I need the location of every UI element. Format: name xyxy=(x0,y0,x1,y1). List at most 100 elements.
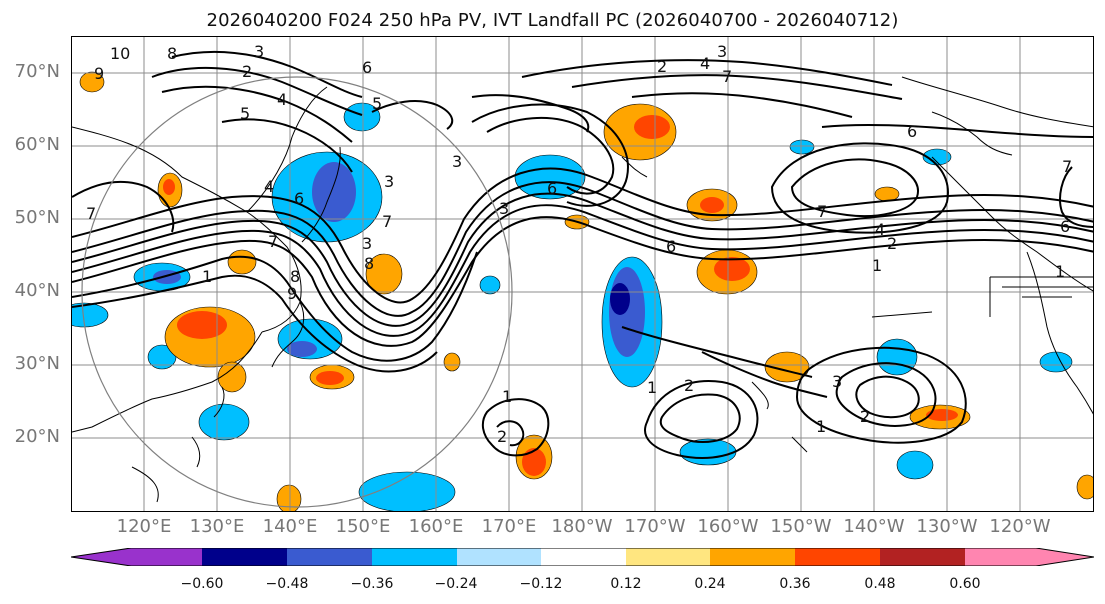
contour-label: 1 xyxy=(1055,262,1065,281)
reference-circle xyxy=(81,76,513,508)
contour-label: 7 xyxy=(722,67,732,86)
contour-label: 7 xyxy=(1062,157,1072,176)
contour-label: 8 xyxy=(364,254,374,273)
colorbar-segment xyxy=(541,548,626,566)
lon-label-150w: 150°W xyxy=(770,516,832,537)
shade-blob xyxy=(479,275,501,295)
lon-label-160e: 160°E xyxy=(408,516,464,537)
shade-blob xyxy=(287,341,317,357)
contour-label: 7 xyxy=(382,212,392,231)
contour-label: 2 xyxy=(860,407,870,426)
shade-blob xyxy=(610,283,630,315)
shade-blob xyxy=(443,352,461,372)
contour-label: 7 xyxy=(268,232,278,251)
contour-label: 5 xyxy=(240,104,250,123)
contour-label: 4 xyxy=(264,177,274,196)
contour-label: 6 xyxy=(362,58,372,77)
colorbar-segment xyxy=(372,548,457,566)
contour-label: 5 xyxy=(372,94,382,113)
lat-label-20n: 20°N xyxy=(14,426,60,447)
shade-blob xyxy=(876,338,918,376)
lat-label-30n: 30°N xyxy=(14,353,60,374)
contour-label: 1 xyxy=(502,387,512,406)
contour-label: 1 xyxy=(872,256,882,275)
lon-label-170e: 170°E xyxy=(481,516,537,537)
contour-label-group: 10 9 8 3 2 5 4 5 6 3 4 3 7 6 3 2 4 3 7 6… xyxy=(86,42,1072,446)
colorbar-tick: −0.48 xyxy=(265,576,309,592)
contour-label: 3 xyxy=(717,42,727,61)
contour-label: 1 xyxy=(816,417,826,436)
lon-label-140w: 140°W xyxy=(843,516,905,537)
lon-label-150e: 150°E xyxy=(335,516,391,537)
contour-label: 6 xyxy=(907,122,917,141)
lon-label-130w: 130°W xyxy=(916,516,978,537)
shade-blob xyxy=(79,71,105,93)
shading-blue xyxy=(72,102,1073,511)
shade-blob xyxy=(1039,351,1073,373)
colorbar-segment xyxy=(287,548,372,566)
contour-label: 4 xyxy=(875,220,885,239)
lat-label-50n: 50°N xyxy=(14,207,60,228)
lon-label-130e: 130°E xyxy=(189,516,245,537)
shade-blob xyxy=(634,115,670,139)
contour-label: 2 xyxy=(684,376,694,395)
colorbar-tick: 0.48 xyxy=(864,576,896,592)
colorbar-tick: 0.36 xyxy=(779,576,811,592)
shade-blob xyxy=(312,162,356,222)
contour-label: 7 xyxy=(817,202,827,221)
colorbar-tick: −0.24 xyxy=(434,576,478,592)
contour-label: 2 xyxy=(497,427,507,446)
lat-label-60n: 60°N xyxy=(14,134,60,155)
contour-label: 3 xyxy=(832,372,842,391)
contour-label: 4 xyxy=(277,90,287,109)
colorbar-segment xyxy=(795,548,880,566)
contour-label: 7 xyxy=(86,204,96,223)
colorbar-tick: 0.24 xyxy=(694,576,726,592)
shade-blob xyxy=(365,253,403,295)
lon-label-160w: 160°W xyxy=(697,516,759,537)
colorbar-segment xyxy=(457,548,541,566)
contour-label: 3 xyxy=(384,172,394,191)
lon-label-180w: 180°W xyxy=(551,516,613,537)
colorbar-segment xyxy=(880,548,965,566)
colorbar-tick: 0.12 xyxy=(610,576,642,592)
contour-label: 8 xyxy=(167,44,177,63)
contour-label: 8 xyxy=(290,267,300,286)
shade-blob xyxy=(276,484,302,511)
shade-blob xyxy=(163,179,175,195)
contour-label: 4 xyxy=(700,54,710,73)
shading-navy xyxy=(610,283,630,315)
contour-label: 1 xyxy=(202,267,212,286)
contour-label: 2 xyxy=(657,57,667,76)
shade-blob xyxy=(217,361,247,393)
shade-blob xyxy=(198,403,250,441)
contour-label: 3 xyxy=(254,42,264,61)
shade-blob xyxy=(358,471,456,511)
shade-blob xyxy=(896,450,934,480)
colorbar-segment xyxy=(71,548,202,566)
colorbar-tick: 0.60 xyxy=(949,576,981,592)
lat-label-40n: 40°N xyxy=(14,280,60,301)
lon-label-120w: 120°W xyxy=(989,516,1051,537)
shade-blob xyxy=(177,311,227,339)
contour-label: 10 xyxy=(110,44,130,63)
contour-label: 6 xyxy=(666,237,676,256)
contour-label: 1 xyxy=(647,378,657,397)
colorbar-tick: −0.12 xyxy=(519,576,563,592)
colorbar-tick: −0.60 xyxy=(180,576,224,592)
shade-blob xyxy=(789,139,815,155)
contour-label: 3 xyxy=(499,199,509,218)
contour-label: 6 xyxy=(294,189,304,208)
pv-contours xyxy=(72,50,1093,459)
contour-label: 2 xyxy=(860,407,870,426)
map-panel: 10 9 8 3 2 5 4 5 6 3 4 3 7 6 3 2 4 3 7 6… xyxy=(71,36,1094,512)
shade-blob xyxy=(316,371,344,385)
shade-blob xyxy=(522,448,546,476)
contour-label: 2 xyxy=(887,234,897,253)
shade-blob xyxy=(227,249,257,275)
contour-label: 9 xyxy=(287,284,297,303)
lat-label-70n: 70°N xyxy=(14,61,60,82)
contour-label: 3 xyxy=(452,152,462,171)
contour-label: 9 xyxy=(94,64,104,83)
colorbar-segment xyxy=(965,548,1094,566)
